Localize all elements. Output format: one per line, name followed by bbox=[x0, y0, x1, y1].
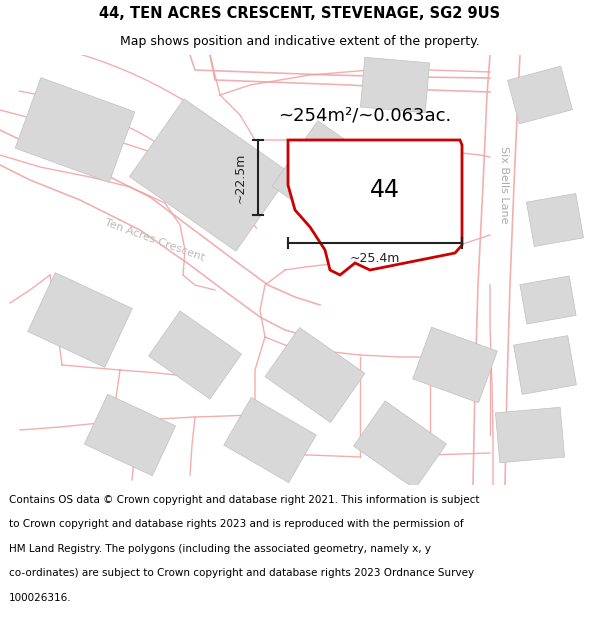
Text: to Crown copyright and database rights 2023 and is reproduced with the permissio: to Crown copyright and database rights 2… bbox=[9, 519, 464, 529]
Polygon shape bbox=[514, 336, 577, 394]
Polygon shape bbox=[15, 78, 135, 182]
Text: Contains OS data © Crown copyright and database right 2021. This information is : Contains OS data © Crown copyright and d… bbox=[9, 495, 479, 505]
Text: ~254m²/~0.063ac.: ~254m²/~0.063ac. bbox=[278, 106, 452, 124]
Polygon shape bbox=[526, 194, 584, 246]
Polygon shape bbox=[473, 55, 520, 485]
Polygon shape bbox=[190, 55, 490, 92]
Polygon shape bbox=[353, 401, 446, 489]
Polygon shape bbox=[508, 66, 572, 124]
Polygon shape bbox=[224, 398, 316, 482]
Polygon shape bbox=[85, 394, 176, 476]
Text: 100026316.: 100026316. bbox=[9, 592, 71, 602]
Polygon shape bbox=[272, 121, 408, 249]
Polygon shape bbox=[361, 58, 430, 112]
Text: 44, TEN ACRES CRESCENT, STEVENAGE, SG2 9US: 44, TEN ACRES CRESCENT, STEVENAGE, SG2 9… bbox=[100, 6, 500, 21]
Text: ~22.5m: ~22.5m bbox=[233, 152, 247, 202]
Polygon shape bbox=[288, 140, 462, 275]
Text: 44: 44 bbox=[370, 178, 400, 202]
Polygon shape bbox=[130, 99, 290, 251]
Polygon shape bbox=[520, 276, 576, 324]
Polygon shape bbox=[265, 328, 365, 422]
Polygon shape bbox=[496, 408, 565, 462]
Text: co-ordinates) are subject to Crown copyright and database rights 2023 Ordnance S: co-ordinates) are subject to Crown copyr… bbox=[9, 568, 474, 578]
Text: Ten Acres Crescent: Ten Acres Crescent bbox=[104, 217, 206, 262]
Polygon shape bbox=[0, 130, 320, 337]
Polygon shape bbox=[28, 272, 132, 368]
Text: ~25.4m: ~25.4m bbox=[350, 253, 400, 266]
Text: Six Bells Lane: Six Bells Lane bbox=[499, 146, 509, 224]
Polygon shape bbox=[413, 328, 497, 402]
Text: HM Land Registry. The polygons (including the associated geometry, namely x, y: HM Land Registry. The polygons (includin… bbox=[9, 544, 431, 554]
Text: Map shows position and indicative extent of the property.: Map shows position and indicative extent… bbox=[120, 35, 480, 48]
Polygon shape bbox=[149, 311, 241, 399]
